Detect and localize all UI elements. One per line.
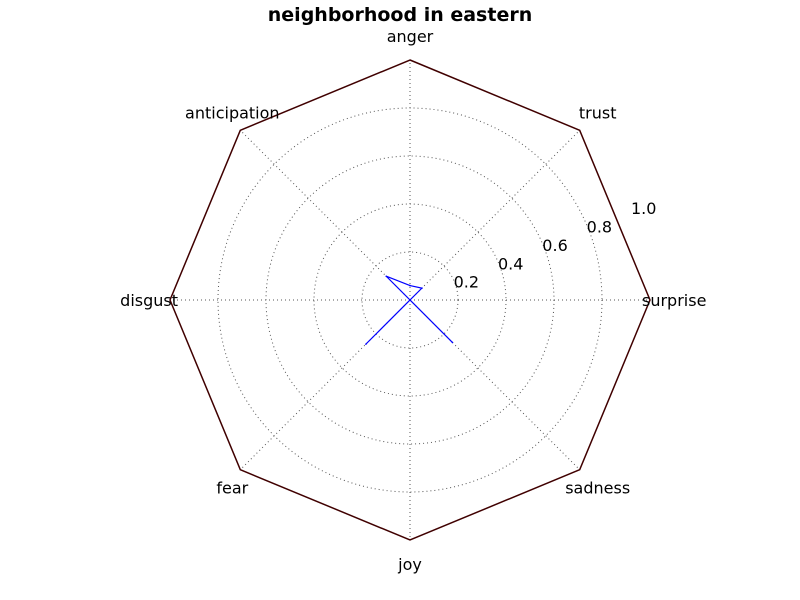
series-point bbox=[385, 275, 388, 278]
axis-label-anger: anger bbox=[387, 27, 434, 46]
axis-label-sadness: sadness bbox=[565, 479, 630, 498]
series-point bbox=[409, 299, 411, 301]
r-tick-label: 0.8 bbox=[587, 218, 612, 237]
series-point bbox=[365, 343, 367, 345]
axis-label-anticipation: anticipation bbox=[185, 103, 280, 122]
radar-frame bbox=[169, 59, 651, 541]
r-tick-label: 0.4 bbox=[498, 254, 523, 273]
series-point bbox=[451, 341, 454, 344]
axis-label-joy: joy bbox=[397, 555, 422, 574]
r-tick-label: 1.0 bbox=[631, 199, 656, 218]
series-point bbox=[421, 287, 423, 289]
series-line bbox=[365, 275, 453, 345]
chart-title: neighborhood in eastern bbox=[267, 4, 533, 26]
r-tick-label: 0.6 bbox=[542, 236, 567, 255]
grid-spoke bbox=[239, 129, 411, 301]
grid-spoke bbox=[409, 129, 581, 301]
axis-label-disgust: disgust bbox=[120, 291, 178, 310]
axis-label-trust: trust bbox=[579, 103, 617, 122]
r-tick-label: 0.2 bbox=[454, 273, 479, 292]
series-point bbox=[409, 284, 411, 287]
axis-label-fear: fear bbox=[216, 479, 248, 498]
axis-label-surprise: surprise bbox=[642, 291, 706, 310]
